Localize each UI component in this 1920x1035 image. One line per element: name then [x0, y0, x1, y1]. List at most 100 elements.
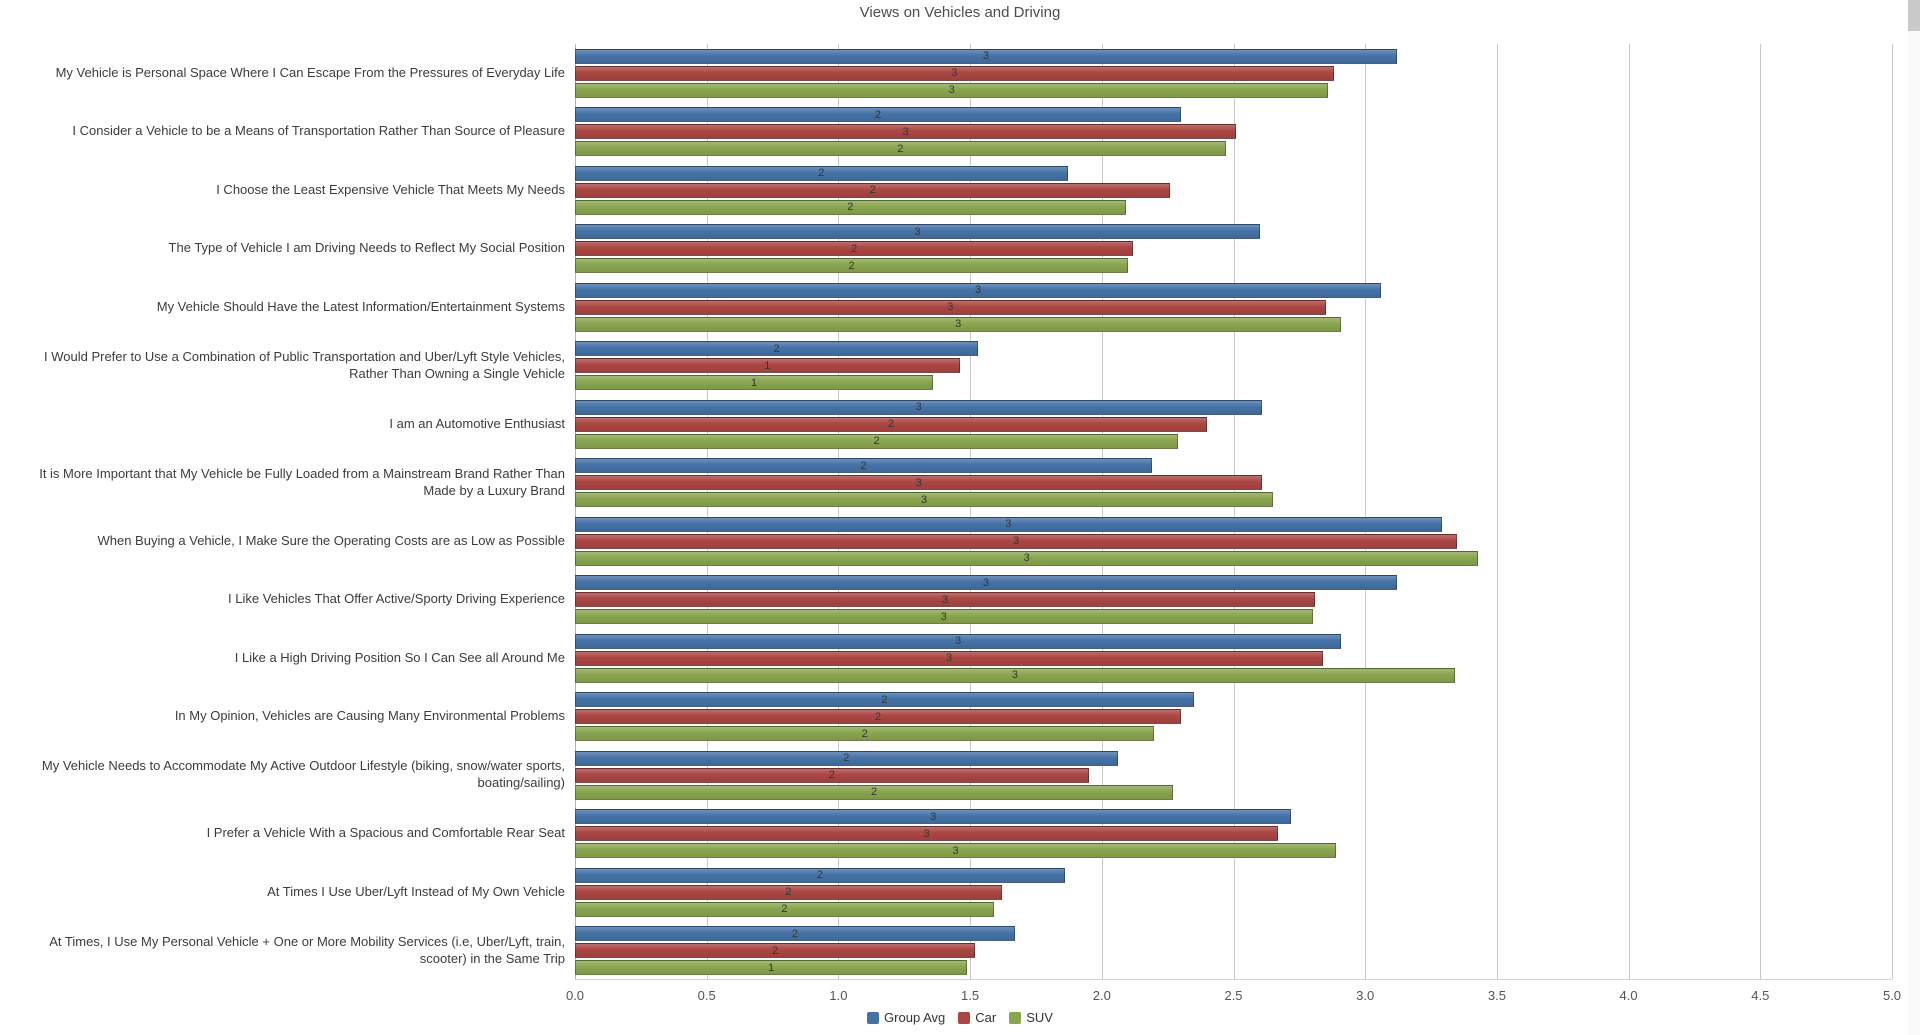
category-group: It is More Important that My Vehicle be …	[0, 454, 1920, 513]
bar-car[interactable]: 2	[575, 767, 1089, 783]
bar-value-label: 2	[873, 435, 880, 448]
category-group: When Buying a Vehicle, I Make Sure the O…	[0, 512, 1920, 571]
bar-suv[interactable]: 2	[575, 258, 1129, 274]
bar-value-label: 3	[902, 125, 909, 138]
bar-group-avg[interactable]: 2	[575, 165, 1068, 181]
bar-suv[interactable]: 1	[575, 375, 934, 391]
bar-group-avg[interactable]: 2	[575, 867, 1065, 883]
scrollbar-thumb[interactable]	[1908, 0, 1920, 31]
category-group: My Vehicle Should Have the Latest Inform…	[0, 278, 1920, 337]
legend-item-suv[interactable]: SUV	[1009, 1010, 1053, 1025]
bar-suv[interactable]: 2	[575, 784, 1173, 800]
bar-group: 2 2 2	[575, 688, 1892, 747]
bar-car[interactable]: 3	[575, 592, 1316, 608]
bar-value-label: 3	[914, 225, 921, 238]
bar-suv[interactable]: 1	[575, 960, 968, 976]
category-label: My Vehicle is Personal Space Where I Can…	[55, 64, 565, 80]
bar-suv[interactable]: 3	[575, 492, 1273, 508]
bar-value-label: 3	[1005, 518, 1012, 531]
bar-car[interactable]: 3	[575, 533, 1458, 549]
legend-marker-icon	[958, 1011, 971, 1024]
category-label: I Consider a Vehicle to be a Means of Tr…	[72, 123, 565, 139]
bar-group-avg[interactable]: 3	[575, 633, 1342, 649]
bar-suv[interactable]: 3	[575, 550, 1479, 566]
x-tick-label: 0.0	[565, 988, 585, 1003]
bar-value-label: 3	[942, 593, 949, 606]
bar-car[interactable]: 3	[575, 475, 1263, 491]
bar-value-label: 2	[860, 459, 867, 472]
bar-car[interactable]: 1	[575, 358, 960, 374]
bar-group-avg[interactable]: 3	[575, 48, 1397, 64]
bar-group-avg[interactable]: 3	[575, 575, 1397, 591]
x-tick-label: 1.5	[961, 988, 980, 1003]
x-tick-label: 2.0	[1092, 988, 1111, 1003]
bar-car[interactable]: 3	[575, 650, 1324, 666]
category-group: I Consider a Vehicle to be a Means of Tr…	[0, 103, 1920, 162]
bar-group-avg[interactable]: 3	[575, 516, 1442, 532]
bar-suv[interactable]: 2	[575, 433, 1179, 449]
bar-suv[interactable]: 3	[575, 843, 1337, 859]
bar-group-avg[interactable]: 2	[575, 341, 978, 357]
legend-label: Group Avg	[884, 1010, 946, 1025]
bar-value-label: 2	[874, 108, 881, 121]
bar-value-label: 2	[869, 184, 876, 197]
bar-group-avg[interactable]: 3	[575, 399, 1263, 415]
bar-value-label: 2	[851, 242, 858, 255]
bar-value-label: 2	[870, 786, 878, 799]
bar-suv[interactable]: 3	[575, 316, 1342, 332]
bar-suv[interactable]: 3	[575, 82, 1329, 98]
category-group: I am an Automotive Enthusiast 3 2 2	[0, 395, 1920, 454]
bar-suv[interactable]: 2	[575, 141, 1226, 157]
bar-suv[interactable]: 2	[575, 726, 1155, 742]
category-group: My Vehicle is Personal Space Where I Can…	[0, 44, 1920, 103]
gridline	[1496, 44, 1498, 979]
bar-group-avg[interactable]: 2	[575, 926, 1015, 942]
bar-value-label: 2	[897, 142, 904, 155]
bar-group-avg[interactable]: 2	[575, 107, 1181, 123]
gridline	[838, 44, 840, 979]
bar-car[interactable]: 2	[575, 943, 976, 959]
gridline	[1101, 44, 1103, 979]
bar-group-avg[interactable]: 2	[575, 692, 1194, 708]
legend-item-car[interactable]: Car	[958, 1010, 996, 1025]
bar-car[interactable]: 2	[575, 709, 1181, 725]
bar-value-label: 3	[1011, 669, 1018, 682]
category-label: The Type of Vehicle I am Driving Needs t…	[168, 240, 565, 256]
bar-car[interactable]: 3	[575, 65, 1334, 81]
bar-group: 2 2 2	[575, 161, 1892, 220]
bar-value-label: 2	[848, 259, 855, 272]
bar-car[interactable]: 2	[575, 884, 1002, 900]
scrollbar-track[interactable]	[1908, 0, 1920, 1035]
bar-group-avg[interactable]: 3	[575, 809, 1292, 825]
bar-value-label: 2	[874, 710, 881, 723]
bar-car[interactable]: 3	[575, 826, 1279, 842]
category-label: It is More Important that My Vehicle be …	[39, 465, 565, 498]
bar-car[interactable]: 3	[575, 299, 1326, 315]
legend-item-group-avg[interactable]: Group Avg	[867, 1010, 945, 1025]
bar-group-avg[interactable]: 3	[575, 282, 1381, 298]
bar-car[interactable]: 2	[575, 416, 1208, 432]
category-group: I Prefer a Vehicle With a Spacious and C…	[0, 805, 1920, 864]
bar-suv[interactable]: 3	[575, 667, 1455, 683]
category-group: In My Opinion, Vehicles are Causing Many…	[0, 688, 1920, 747]
bar-value-label: 3	[982, 50, 989, 63]
bar-value-label: 2	[791, 927, 798, 940]
bar-value-label: 3	[982, 576, 989, 589]
bar-suv[interactable]: 2	[575, 199, 1126, 215]
bar-car[interactable]: 2	[575, 182, 1171, 198]
bar-group-avg[interactable]: 2	[575, 458, 1152, 474]
bar-value-label: 3	[940, 610, 947, 623]
bar-car[interactable]: 2	[575, 241, 1134, 257]
bar-car[interactable]: 3	[575, 124, 1237, 140]
category-label: When Buying a Vehicle, I Make Sure the O…	[97, 532, 565, 548]
bar-value-label: 1	[768, 961, 775, 974]
bar-group-avg[interactable]: 2	[575, 750, 1118, 766]
bar-value-label: 2	[785, 886, 792, 899]
bar-suv[interactable]: 3	[575, 609, 1313, 625]
bar-suv[interactable]: 2	[575, 901, 994, 917]
bar-group-avg[interactable]: 3	[575, 224, 1260, 240]
